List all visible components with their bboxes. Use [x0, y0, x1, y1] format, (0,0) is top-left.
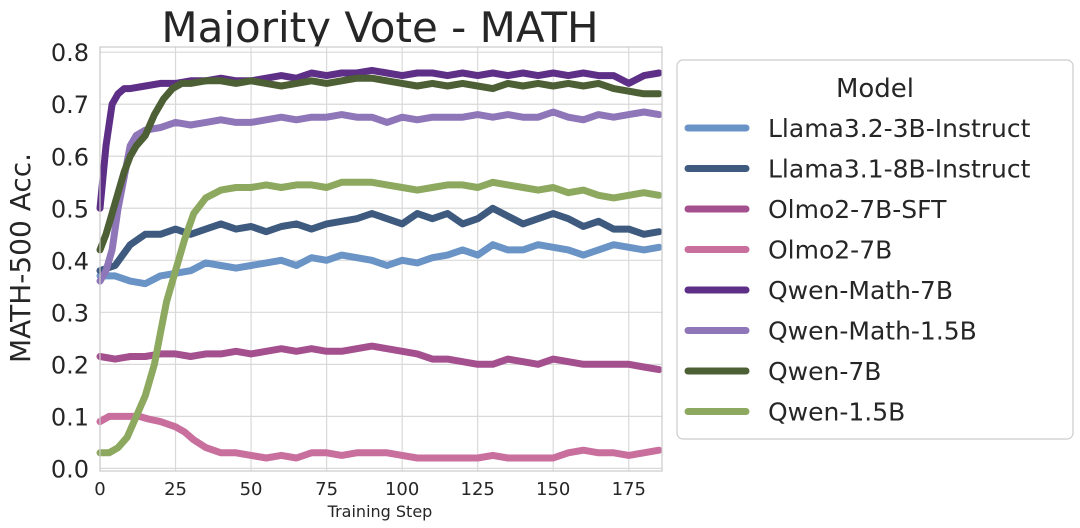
y-tick-labels: 0.0 0.1 0.2 0.3 0.4 0.5 0.6 0.7 0.8 [51, 39, 89, 483]
legend-label: Qwen-Math-7B [768, 276, 953, 305]
y-tick-label: 0.1 [51, 403, 89, 431]
y-tick-label: 0.7 [51, 91, 89, 119]
x-tick-label: 75 [315, 479, 338, 500]
y-tick-label: 0.4 [51, 247, 89, 275]
chart-title: Majority Vote - MATH [161, 3, 598, 52]
x-tick-label: 25 [164, 479, 187, 500]
legend-title: Model [836, 74, 914, 104]
series-line [96, 178, 663, 457]
x-tick-label: 125 [461, 479, 495, 500]
y-axis-label: MATH-500 Acc. [4, 153, 37, 363]
series-lines [96, 66, 663, 462]
axes [99, 46, 663, 472]
x-tick-label: 100 [385, 479, 419, 500]
y-tick-label: 0.3 [51, 299, 89, 327]
series-line [96, 66, 663, 212]
plot-area [100, 47, 662, 471]
legend-label: Olmo2-7B-SFT [768, 195, 947, 224]
legend-label: Qwen-Math-1.5B [768, 317, 977, 346]
plot-background [100, 47, 662, 471]
y-tick-label: 0.0 [51, 455, 89, 483]
legend-label: Llama3.2-3B-Instruct [768, 114, 1031, 143]
x-tick-labels: 0 25 50 75 100 125 150 175 [94, 479, 646, 500]
y-tick-label: 0.5 [51, 195, 89, 223]
legend-label: Qwen-1.5B [768, 398, 905, 427]
x-tick-label: 0 [94, 479, 105, 500]
y-tick-label: 0.2 [51, 351, 89, 379]
x-tick-label: 150 [536, 479, 570, 500]
series-line [96, 342, 663, 374]
series-line [96, 412, 663, 462]
legend-box [676, 59, 1074, 440]
x-axis-label: Training Step [327, 502, 433, 521]
x-tick-label: 175 [612, 479, 646, 500]
series-line [96, 74, 663, 254]
legend-label: Qwen-7B [768, 357, 881, 386]
x-tick-label: 50 [240, 479, 263, 500]
y-tick-label: 0.8 [51, 39, 89, 67]
legend-label: Llama3.1-8B-Instruct [768, 155, 1031, 184]
y-tick-label: 0.6 [51, 143, 89, 171]
plot-border [99, 46, 663, 472]
series-line [96, 204, 663, 275]
series-line [96, 241, 663, 288]
legend-label: Olmo2-7B [768, 236, 892, 265]
legend: Model Llama3.2-3B-Instruct Llama3.1-8B-In… [676, 59, 1074, 440]
